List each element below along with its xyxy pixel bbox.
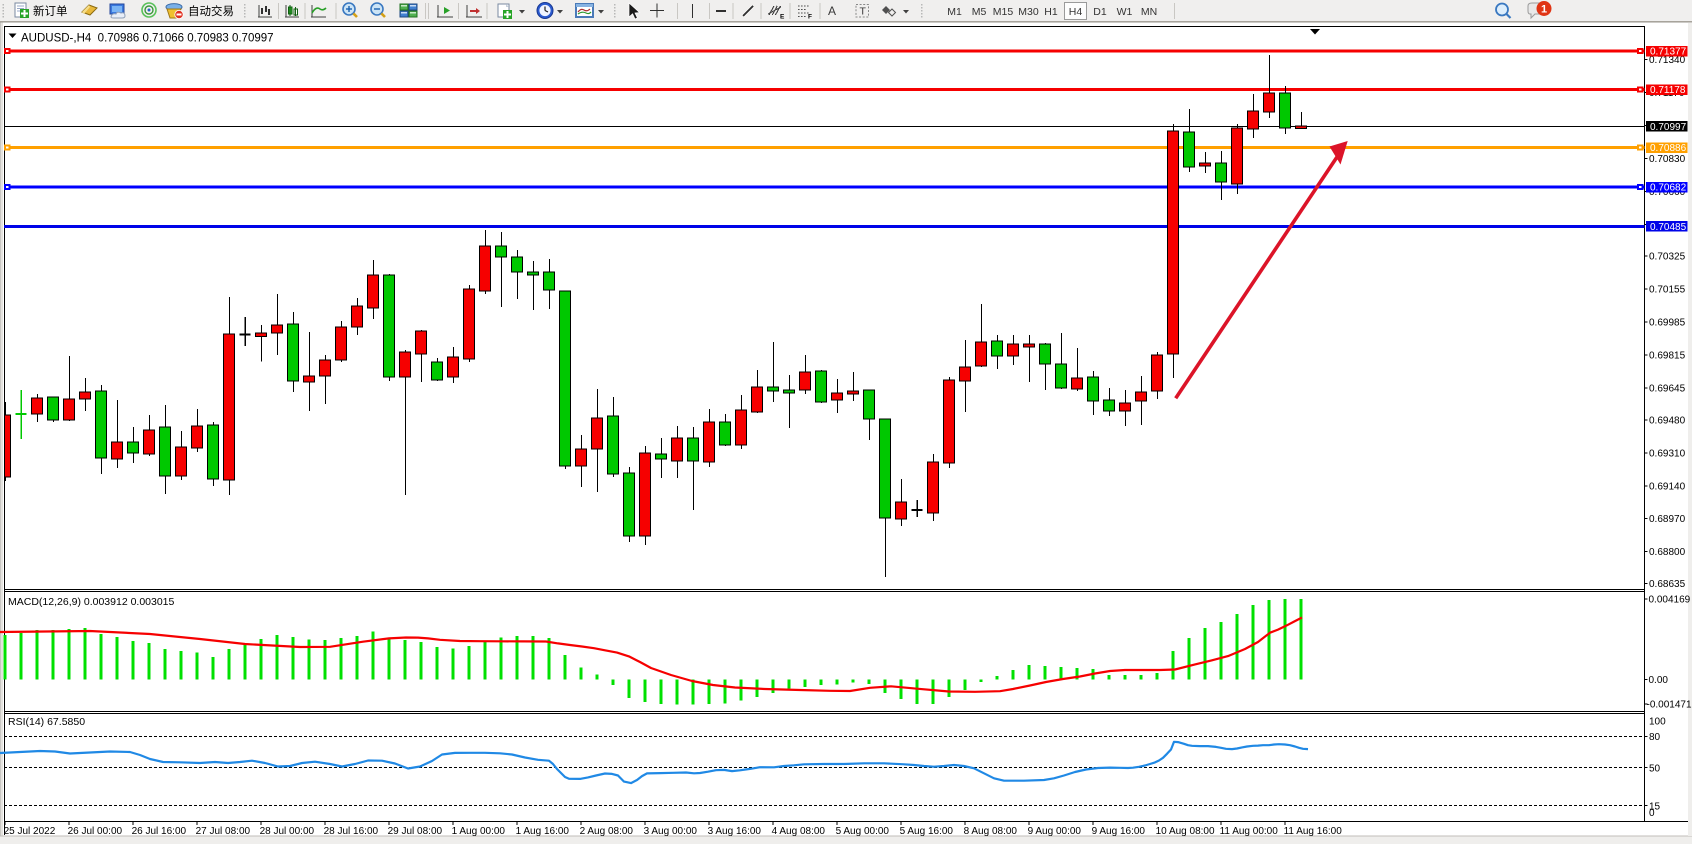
- svg-text:26 Jul 00:00: 26 Jul 00:00: [68, 826, 123, 837]
- svg-text:A: A: [828, 4, 836, 18]
- svg-text:25 Jul 2022: 25 Jul 2022: [4, 826, 56, 837]
- svg-text:15: 15: [1649, 802, 1661, 813]
- svg-text:9 Aug 00:00: 9 Aug 00:00: [1028, 826, 1082, 837]
- svg-text:M30: M30: [1018, 6, 1039, 18]
- svg-text:0.70325: 0.70325: [1649, 252, 1686, 263]
- svg-text:0.71377: 0.71377: [1650, 47, 1687, 58]
- svg-text:8 Aug 08:00: 8 Aug 08:00: [964, 826, 1018, 837]
- svg-text:M5: M5: [972, 6, 987, 18]
- svg-text:28 Jul 16:00: 28 Jul 16:00: [324, 826, 379, 837]
- svg-text:3 Aug 16:00: 3 Aug 16:00: [708, 826, 762, 837]
- svg-text:11 Aug 16:00: 11 Aug 16:00: [1284, 826, 1343, 837]
- svg-text:11 Aug 00:00: 11 Aug 00:00: [1220, 826, 1279, 837]
- svg-text:M1: M1: [947, 6, 962, 18]
- svg-text:W1: W1: [1117, 6, 1133, 18]
- svg-text:AUDUSD-,H4 0.70986 0.71066 0.: AUDUSD-,H4 0.70986 0.71066 0.70983 0.709…: [21, 33, 274, 45]
- svg-text:80: 80: [1649, 732, 1661, 743]
- svg-text:0.69645: 0.69645: [1649, 384, 1686, 395]
- svg-text:0.70682: 0.70682: [1650, 183, 1687, 194]
- svg-text:M15: M15: [993, 6, 1014, 18]
- svg-text:0.68970: 0.68970: [1649, 514, 1686, 525]
- svg-text:10 Aug 08:00: 10 Aug 08:00: [1156, 826, 1215, 837]
- svg-text:0.70830: 0.70830: [1649, 154, 1686, 165]
- svg-text:1: 1: [1541, 4, 1547, 16]
- svg-text:28 Jul 00:00: 28 Jul 00:00: [260, 826, 315, 837]
- svg-text:0.69140: 0.69140: [1649, 481, 1686, 492]
- svg-text:29 Jul 08:00: 29 Jul 08:00: [388, 826, 443, 837]
- svg-text:26 Jul 16:00: 26 Jul 16:00: [132, 826, 187, 837]
- svg-text:0.70886: 0.70886: [1650, 143, 1687, 154]
- svg-text:MN: MN: [1141, 6, 1157, 18]
- svg-text:0.68800: 0.68800: [1649, 547, 1686, 558]
- svg-text:9 Aug 16:00: 9 Aug 16:00: [1092, 826, 1146, 837]
- svg-text:新订单: 新订单: [33, 4, 68, 18]
- svg-text:3 Aug 00:00: 3 Aug 00:00: [644, 826, 698, 837]
- svg-text:0.69480: 0.69480: [1649, 415, 1686, 426]
- svg-text:1 Aug 16:00: 1 Aug 16:00: [516, 826, 570, 837]
- svg-text:-0.001471: -0.001471: [1647, 700, 1692, 711]
- svg-text:RSI(14) 67.5850: RSI(14) 67.5850: [8, 716, 85, 728]
- svg-text:自动交易: 自动交易: [188, 4, 234, 18]
- svg-text:E: E: [780, 14, 785, 21]
- svg-text:0.71178: 0.71178: [1650, 85, 1686, 96]
- svg-text:1 Aug 00:00: 1 Aug 00:00: [452, 826, 506, 837]
- svg-text:H1: H1: [1044, 6, 1058, 18]
- svg-text:5 Aug 16:00: 5 Aug 16:00: [900, 826, 954, 837]
- svg-text:0: 0: [1649, 808, 1655, 819]
- svg-text:MACD(12,26,9) 0.003912 0.00301: MACD(12,26,9) 0.003912 0.003015: [8, 596, 175, 608]
- svg-text:T: T: [860, 6, 867, 18]
- svg-text:0.68635: 0.68635: [1649, 579, 1686, 590]
- svg-text:0.00: 0.00: [1649, 675, 1669, 686]
- svg-text:50: 50: [1649, 764, 1661, 775]
- svg-text:2 Aug 08:00: 2 Aug 08:00: [580, 826, 634, 837]
- svg-text:0.004169: 0.004169: [1649, 595, 1691, 606]
- svg-text:4 Aug 08:00: 4 Aug 08:00: [772, 826, 826, 837]
- svg-text:0.69985: 0.69985: [1649, 318, 1686, 329]
- svg-text:F: F: [808, 14, 812, 21]
- svg-text:0.70485: 0.70485: [1650, 222, 1687, 233]
- svg-text:27 Jul 08:00: 27 Jul 08:00: [196, 826, 251, 837]
- svg-text:H4: H4: [1069, 6, 1083, 18]
- svg-text:5 Aug 00:00: 5 Aug 00:00: [836, 826, 890, 837]
- svg-text:0.71340: 0.71340: [1649, 55, 1686, 66]
- svg-text:100: 100: [1649, 717, 1666, 728]
- svg-text:D1: D1: [1093, 6, 1107, 18]
- svg-text:0.70997: 0.70997: [1650, 122, 1687, 133]
- svg-text:0.69815: 0.69815: [1649, 351, 1686, 362]
- svg-text:0.70155: 0.70155: [1649, 285, 1686, 296]
- svg-text:0.69310: 0.69310: [1649, 448, 1686, 459]
